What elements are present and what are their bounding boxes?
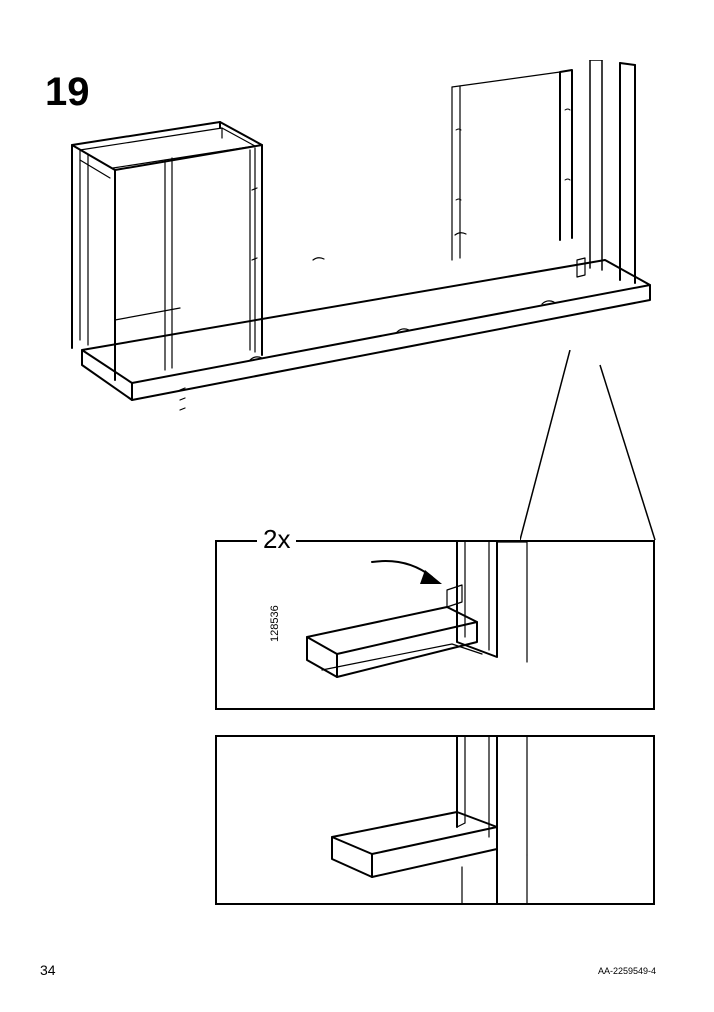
assembly-instruction-page: 19 [0, 0, 714, 1012]
detail-insert-diagram [217, 542, 653, 708]
quantity-label: 2x [257, 524, 296, 555]
page-number: 34 [40, 962, 56, 978]
detail-panel-final [215, 735, 655, 905]
part-number-label: 128536 [269, 605, 281, 642]
detail-panel-insert: 2x 128536 [215, 540, 655, 710]
callout-connector [520, 350, 660, 540]
document-code: AA-2259549-4 [598, 966, 656, 976]
detail-final-diagram [217, 737, 653, 903]
